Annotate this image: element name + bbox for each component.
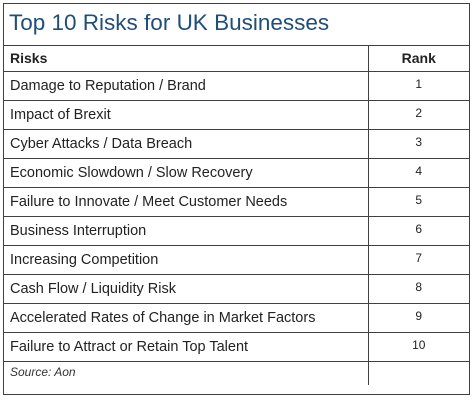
rank-cell: 4 [367,157,469,187]
table-row: Impact of Brexit 2 [4,99,469,129]
table-row: Increasing Competition 7 [4,244,469,274]
table-row: Economic Slowdown / Slow Recovery 4 [4,157,469,187]
risk-cell: Failure to Innovate / Meet Customer Need… [4,186,368,216]
risk-cell: Cash Flow / Liquidity Risk [4,273,368,303]
source-note: Source: Aon [4,360,368,385]
header-row: Risks Rank [4,45,469,71]
rank-cell: 7 [367,244,469,274]
table-title: Top 10 Risks for UK Businesses [4,4,469,46]
rank-column-header: Rank [367,45,469,71]
risks-table: Risks Rank Damage to Reputation / Brand … [4,45,469,385]
rank-cell: 8 [367,273,469,303]
table-row: Damage to Reputation / Brand 1 [4,70,469,100]
risk-cell: Failure to Attract or Retain Top Talent [4,331,368,361]
risk-table-frame: Top 10 Risks for UK Businesses Risks Ran… [3,3,470,395]
risk-cell: Cyber Attacks / Data Breach [4,128,368,158]
table-row: Failure to Innovate / Meet Customer Need… [4,186,469,216]
rank-cell: 1 [367,70,469,100]
rank-cell: 10 [367,331,469,361]
rank-cell: 9 [367,302,469,332]
rank-cell: 2 [367,99,469,129]
table-row: Cyber Attacks / Data Breach 3 [4,128,469,158]
table-row: Failure to Attract or Retain Top Talent … [4,331,469,361]
table-row: Cash Flow / Liquidity Risk 8 [4,273,469,303]
risk-cell: Increasing Competition [4,244,368,274]
rank-cell: 6 [367,215,469,245]
risk-cell: Impact of Brexit [4,99,368,129]
source-rank-empty-cell [367,360,469,385]
source-row: Source: Aon [4,360,469,385]
risk-cell: Business Interruption [4,215,368,245]
risk-cell: Economic Slowdown / Slow Recovery [4,157,368,187]
rank-cell: 5 [367,186,469,216]
risks-column-header: Risks [10,49,48,66]
risk-cell: Accelerated Rates of Change in Market Fa… [4,302,368,332]
rank-cell: 3 [367,128,469,158]
table-row: Accelerated Rates of Change in Market Fa… [4,302,469,332]
table-row: Business Interruption 6 [4,215,469,245]
risk-cell: Damage to Reputation / Brand [4,70,368,100]
